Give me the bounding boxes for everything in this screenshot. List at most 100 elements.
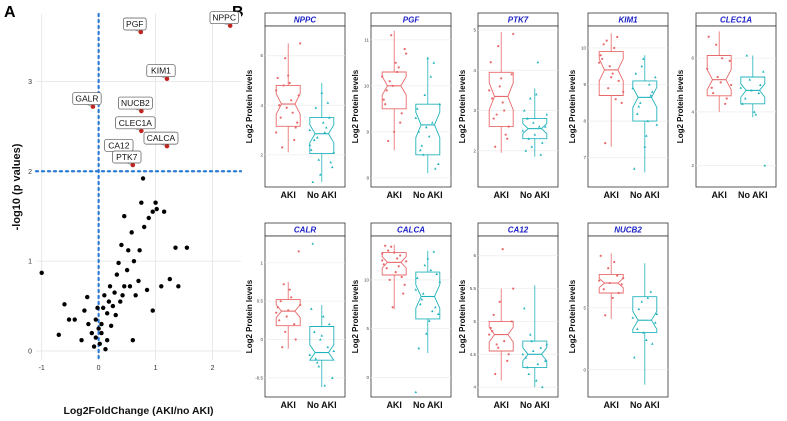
notched-box bbox=[632, 296, 658, 334]
aki-point bbox=[279, 116, 282, 119]
aki-point bbox=[276, 76, 279, 80]
no-aki-point bbox=[762, 70, 765, 73]
aki-point bbox=[390, 34, 393, 37]
aki-point bbox=[616, 274, 619, 277]
data-point bbox=[93, 317, 98, 322]
data-point bbox=[106, 299, 112, 304]
gene-label: NPPC bbox=[212, 13, 236, 23]
no-aki-point bbox=[648, 83, 651, 86]
x-tick-label: No AKI bbox=[307, 400, 337, 410]
aki-point bbox=[492, 117, 495, 120]
y-tick-label: 2 bbox=[691, 163, 694, 168]
x-tick-label: -1 bbox=[39, 365, 45, 372]
no-aki-point bbox=[320, 91, 324, 94]
aki-point bbox=[616, 35, 619, 39]
aki-point bbox=[489, 326, 492, 330]
y-tick-label: 6 bbox=[260, 53, 263, 58]
no-aki-point bbox=[640, 64, 644, 68]
gene-label: CALCA bbox=[147, 133, 176, 143]
y-tick-label: 0 bbox=[28, 349, 32, 356]
no-aki-point bbox=[535, 379, 538, 382]
aki-point bbox=[282, 84, 285, 87]
boxplot-calca: CALCA 0 5 10 AKI No AKI Log2 Protein levels bbox=[351, 222, 452, 410]
gene-label: PTK7 bbox=[116, 152, 138, 162]
data-point bbox=[150, 209, 155, 214]
data-point bbox=[85, 294, 90, 300]
no-aki-point bbox=[308, 353, 312, 356]
highlighted-point bbox=[227, 23, 233, 28]
boxplot-clec1a: CLEC1A 2 4 6 AKI No AKI Log2 Protein levels bbox=[676, 12, 777, 200]
aki-point bbox=[400, 275, 403, 279]
data-point bbox=[96, 326, 101, 331]
aki-point bbox=[290, 99, 293, 102]
y-axis-label: Log2 Protein levels bbox=[245, 279, 254, 353]
aki-point bbox=[721, 57, 724, 60]
no-aki-point bbox=[532, 349, 535, 352]
x-tick-label: 0 bbox=[97, 365, 101, 372]
aki-point bbox=[491, 330, 494, 333]
aki-point bbox=[388, 80, 391, 83]
data-point bbox=[82, 308, 87, 313]
aki-point bbox=[622, 277, 625, 280]
aki-point bbox=[710, 86, 713, 89]
no-aki-point bbox=[316, 136, 319, 139]
no-aki-point bbox=[438, 102, 442, 106]
aki-point bbox=[495, 343, 498, 346]
x-tick-label: AKI bbox=[493, 190, 509, 200]
data-point bbox=[159, 284, 164, 289]
highlighted-point bbox=[164, 143, 170, 149]
aki-point bbox=[607, 87, 610, 90]
aki-point bbox=[299, 42, 302, 45]
no-aki-point bbox=[323, 384, 327, 387]
y-tick-label: 4 bbox=[473, 68, 476, 73]
data-point bbox=[56, 332, 61, 338]
no-aki-point bbox=[431, 121, 434, 124]
x-tick-label: AKI bbox=[603, 190, 619, 200]
no-aki-point bbox=[646, 296, 650, 299]
aki-point bbox=[507, 125, 510, 128]
y-tick-label: 2 bbox=[473, 148, 476, 153]
data-point bbox=[110, 303, 116, 309]
no-aki-point bbox=[331, 165, 334, 169]
no-aki-point bbox=[426, 56, 430, 60]
no-aki-point bbox=[523, 109, 526, 112]
aki-point bbox=[604, 141, 607, 145]
aki-point bbox=[608, 65, 611, 68]
data-point bbox=[129, 230, 134, 235]
aki-point bbox=[724, 102, 727, 105]
y-tick-label: 3 bbox=[28, 79, 32, 86]
gene-label-box bbox=[117, 96, 153, 110]
y-tick-label: 5 bbox=[473, 28, 476, 33]
notched-box bbox=[381, 252, 407, 276]
aki-point bbox=[384, 103, 387, 106]
no-aki-point bbox=[544, 359, 547, 362]
y-tick-label: 1 bbox=[28, 259, 32, 266]
aki-point bbox=[712, 91, 715, 95]
no-aki-point bbox=[332, 150, 336, 154]
no-aki-point bbox=[417, 346, 421, 350]
no-aki-point bbox=[425, 332, 428, 335]
data-point bbox=[104, 338, 110, 343]
aki-point bbox=[296, 121, 299, 124]
aki-point bbox=[390, 245, 393, 248]
boxplot-calr: CALR -0.5 0 0.5 1 AKI No AKI Log2 Protein level… bbox=[245, 222, 346, 410]
no-aki-point bbox=[314, 106, 318, 109]
y-tick-label: 3 bbox=[473, 108, 476, 113]
no-aki-point bbox=[524, 149, 528, 152]
x-tick-label: No AKI bbox=[520, 400, 550, 410]
data-point bbox=[124, 267, 130, 273]
aki-point bbox=[285, 106, 288, 109]
aki-point bbox=[275, 131, 278, 134]
plot-panel bbox=[477, 25, 559, 188]
aki-point bbox=[394, 61, 397, 64]
boxplot-nucb2: NUCB2 0 5 AKI No AKI Log2 Protein levels bbox=[568, 222, 669, 410]
no-aki-point bbox=[649, 290, 653, 293]
aki-point bbox=[719, 81, 722, 84]
plot-panel bbox=[370, 25, 452, 188]
data-point bbox=[66, 317, 72, 322]
no-aki-point bbox=[432, 61, 436, 64]
no-aki-point bbox=[429, 75, 433, 78]
plot-panel bbox=[695, 25, 777, 188]
aki-point bbox=[500, 77, 503, 80]
no-aki-point bbox=[754, 113, 758, 116]
